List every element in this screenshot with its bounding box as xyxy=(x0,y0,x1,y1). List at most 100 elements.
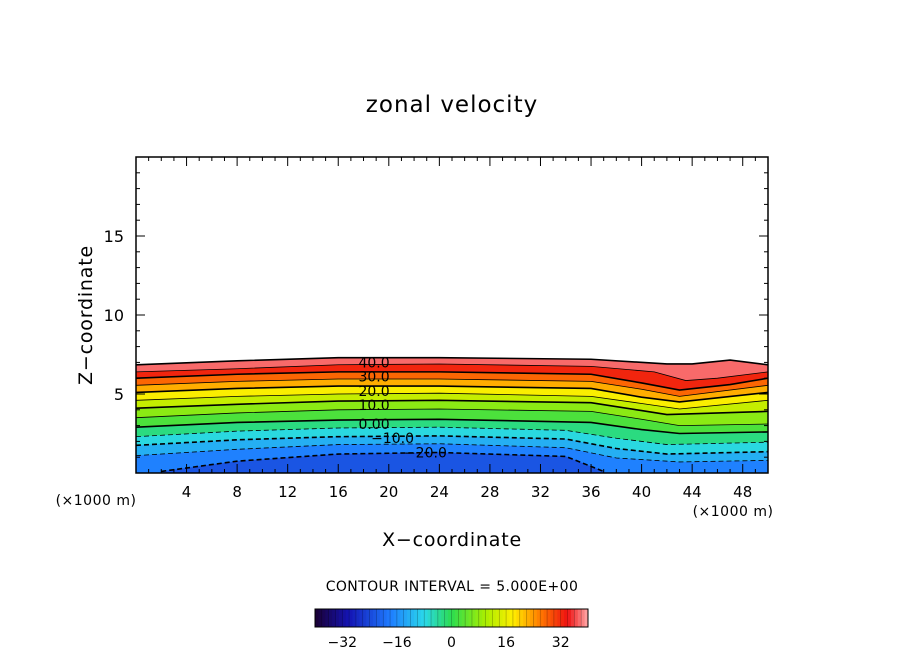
colorbar-cell xyxy=(400,609,405,627)
colorbar-cell xyxy=(471,609,476,627)
colorbar-cell xyxy=(403,609,408,627)
colorbar-cell xyxy=(564,609,568,627)
colorbar-cell xyxy=(574,609,579,627)
colorbar-cell xyxy=(489,609,493,627)
y-axis-label: Z−coordinate xyxy=(75,245,97,385)
colorbar-cell xyxy=(410,609,415,627)
colorbar-cell xyxy=(431,609,435,627)
x-tick-label: 36 xyxy=(581,483,600,501)
contour-label: 20.0 xyxy=(358,384,389,400)
colorbar-cell xyxy=(366,609,370,627)
colorbar-cell xyxy=(482,609,487,627)
contour-line xyxy=(136,385,768,403)
colorbar-tick-label: 32 xyxy=(552,635,570,651)
x-axis-ticks: 4 8 12 16 20 24 28 32 36 40 44 48 xyxy=(135,157,769,501)
colorbar-cell xyxy=(359,609,364,627)
colorbar-cell xyxy=(519,609,524,627)
x-tick-label: 44 xyxy=(683,483,702,501)
contour-interval-text: CONTOUR INTERVAL = 5.000E+00 xyxy=(326,579,579,595)
colorbar-cell xyxy=(584,609,589,627)
contour-line xyxy=(136,426,768,445)
colorbar-cell xyxy=(434,609,439,627)
colorbar-cell xyxy=(461,609,466,627)
colorbar-cell xyxy=(451,609,456,627)
colorbar-cell xyxy=(441,609,446,627)
colorbar-cell xyxy=(475,609,480,627)
colorbar-cell xyxy=(570,609,575,627)
colorbar-cell xyxy=(533,609,538,627)
colorbar-cell xyxy=(424,609,429,627)
colorbar-cell xyxy=(338,609,343,627)
colorbar-cell xyxy=(335,609,340,627)
colorbar-cell xyxy=(362,609,367,627)
colorbar-cell xyxy=(386,609,391,627)
contour-label: −20.0 xyxy=(404,445,447,461)
colorbar-cell xyxy=(321,609,326,627)
x-unit-label-left: (×1000 m) xyxy=(56,493,137,509)
colorbar-cell xyxy=(540,609,545,627)
colorbar-cell xyxy=(390,609,394,627)
colorbar-cell xyxy=(509,609,514,627)
colorbar-cell xyxy=(420,609,425,627)
contour-line xyxy=(161,451,604,473)
x-unit-label-right: (×1000 m) xyxy=(693,504,774,520)
colorbar-cell xyxy=(547,609,551,627)
x-tick-label: 32 xyxy=(531,483,550,501)
x-tick-label: 40 xyxy=(632,483,651,501)
colorbar-cell xyxy=(502,609,507,627)
contour-line xyxy=(136,371,768,391)
x-tick-label: 20 xyxy=(379,483,398,501)
contour-label: 30.0 xyxy=(358,370,389,386)
colorbar-cell xyxy=(495,609,500,627)
colorbar-cell xyxy=(516,609,521,627)
contour-line xyxy=(136,408,768,427)
y-tick-label: 15 xyxy=(104,227,124,246)
colorbar-stripes xyxy=(314,608,589,628)
colorbar-ticks: −32 −16 0 16 32 xyxy=(328,635,570,651)
colorbar-cell xyxy=(427,609,432,627)
colorbar-cell xyxy=(468,609,473,627)
colorbar-cell xyxy=(328,609,333,627)
colorbar-cell xyxy=(581,609,585,627)
colorbar-cell xyxy=(355,609,360,627)
contour-line xyxy=(136,399,768,416)
contour-line xyxy=(136,418,768,435)
colorbar-cell xyxy=(413,609,418,627)
colorbar-cell xyxy=(543,609,548,627)
contour-label: 0.00 xyxy=(358,417,389,433)
contour-label: −10.0 xyxy=(371,431,414,447)
colorbar-cell xyxy=(465,609,469,627)
colorbar-cell xyxy=(376,609,381,627)
colorbar-cell xyxy=(458,609,463,627)
contour-line xyxy=(136,392,768,410)
contour-label: 10.0 xyxy=(358,398,389,414)
colorbar-cell xyxy=(553,609,558,627)
contour-line xyxy=(136,356,768,366)
y-axis-ticks: 5 10 15 xyxy=(104,156,768,474)
colorbar-cell xyxy=(560,609,565,627)
colorbar-cell xyxy=(506,609,510,627)
colorbar-cell xyxy=(352,609,357,627)
colorbar-cell xyxy=(492,609,497,627)
colorbar-cell xyxy=(325,609,330,627)
colorbar-cell xyxy=(318,609,323,627)
colorbar-cell xyxy=(383,609,388,627)
chart-title: zonal velocity xyxy=(366,92,538,118)
colorbar-cell xyxy=(550,609,555,627)
colorbar-cell xyxy=(557,609,562,627)
colorbar-cell xyxy=(448,609,452,627)
colorbar-cell xyxy=(529,609,534,627)
colorbar-cell xyxy=(396,609,401,627)
colorbar-tick-label: 0 xyxy=(447,635,456,651)
colorbar: −32 −16 0 16 32 xyxy=(314,608,589,651)
colorbar-cell xyxy=(369,609,374,627)
colorbar-cell xyxy=(485,609,490,627)
colorbar-cell xyxy=(345,609,350,627)
colorbar-cell xyxy=(417,609,422,627)
colorbar-frame xyxy=(314,608,589,628)
contour-line-layer xyxy=(136,356,768,473)
colorbar-tick-label: 16 xyxy=(497,635,515,651)
colorbar-tick-label: −16 xyxy=(382,635,412,651)
x-tick-label: 28 xyxy=(480,483,499,501)
